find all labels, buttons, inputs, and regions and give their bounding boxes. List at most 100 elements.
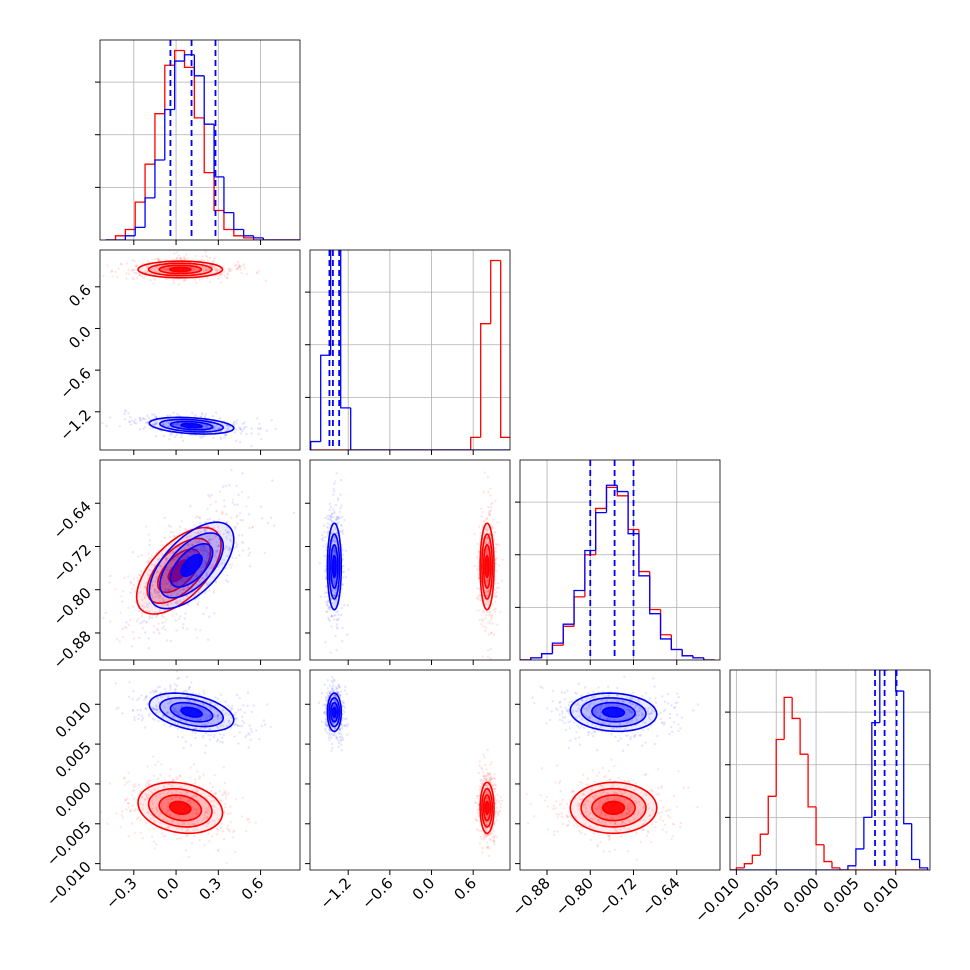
- scatter-point: [204, 811, 207, 814]
- scatter-point: [205, 550, 209, 553]
- scatter-point: [328, 728, 331, 732]
- scatter-point: [338, 694, 341, 697]
- scatter-point: [215, 549, 219, 552]
- scatter-point: [158, 595, 162, 598]
- scatter-point: [207, 552, 211, 555]
- scatter-point: [156, 592, 160, 595]
- scatter-point: [161, 543, 164, 547]
- scatter-point: [179, 792, 183, 795]
- scatter-point: [485, 580, 488, 584]
- scatter-point: [479, 594, 482, 597]
- scatter-point: [489, 494, 492, 497]
- scatter-point: [184, 720, 188, 724]
- scatter-point: [226, 526, 229, 529]
- scatter-point: [174, 589, 177, 593]
- scatter-point: [248, 526, 251, 530]
- scatter-point: [216, 725, 219, 728]
- scatter-point: [327, 618, 330, 621]
- scatter-point: [124, 410, 127, 413]
- scatter-point: [179, 837, 182, 840]
- scatter-point: [486, 530, 489, 533]
- scatter-point: [155, 421, 158, 424]
- scatter-point: [208, 839, 211, 843]
- scatter-point: [486, 748, 489, 752]
- scatter-point: [190, 681, 193, 684]
- scatter-point: [331, 690, 334, 693]
- scatter-point: [214, 269, 218, 272]
- scatter-point: [184, 612, 187, 615]
- scatter-point: [481, 846, 484, 850]
- scatter-point: [135, 619, 139, 623]
- scatter-point: [145, 587, 148, 590]
- scatter-point: [332, 678, 336, 681]
- scatter-point: [195, 828, 198, 831]
- scatter-point: [176, 777, 179, 781]
- scatter-point: [168, 589, 172, 592]
- scatter-point: [488, 532, 491, 535]
- scatter-point: [487, 833, 490, 836]
- scatter-point: [332, 602, 335, 605]
- scatter-point: [214, 425, 217, 429]
- scatter-point: [220, 437, 223, 441]
- scatter-point: [178, 525, 182, 528]
- scatter-point: [139, 819, 142, 822]
- scatter-point: [333, 699, 336, 702]
- scatter-point: [162, 786, 166, 789]
- scatter-point: [329, 651, 332, 654]
- scatter-point: [191, 543, 194, 547]
- scatter-point: [490, 616, 493, 620]
- scatter-point: [484, 828, 488, 832]
- scatter-point: [176, 712, 180, 715]
- scatter-point: [199, 545, 203, 548]
- scatter-point: [237, 708, 240, 712]
- scatter-point: [202, 269, 205, 273]
- scatter-point: [332, 579, 336, 583]
- scatter-point: [141, 604, 144, 608]
- scatter-point: [327, 526, 330, 530]
- scatter-point: [165, 603, 168, 606]
- scatter-point: [499, 802, 502, 806]
- scatter-point: [493, 834, 496, 837]
- scatter-point: [334, 553, 337, 556]
- scatter-point: [224, 792, 227, 795]
- scatter-point: [194, 267, 198, 270]
- scatter-point: [326, 531, 329, 534]
- scatter-point: [243, 263, 246, 266]
- hist-step: [173, 49, 185, 66]
- scatter-point: [166, 802, 170, 805]
- scatter-point: [233, 420, 236, 424]
- scatter-point: [324, 723, 328, 726]
- scatter-point: [163, 705, 166, 709]
- scatter-point: [238, 263, 241, 267]
- scatter-point: [333, 727, 337, 731]
- scatter-point: [481, 523, 485, 527]
- scatter-point: [160, 802, 163, 805]
- scatter-point: [485, 791, 488, 795]
- scatter-point: [647, 831, 650, 834]
- scatter-point: [335, 626, 339, 629]
- scatter-point: [239, 428, 242, 431]
- scatter-point: [608, 850, 611, 853]
- scatter-point: [176, 422, 179, 425]
- scatter-point: [486, 790, 489, 793]
- scatter-point: [152, 424, 155, 427]
- scatter-point: [223, 426, 227, 430]
- scatter-point: [137, 609, 141, 612]
- scatter-point: [199, 546, 202, 549]
- scatter-point: [205, 255, 209, 259]
- scatter-point: [174, 424, 178, 427]
- scatter-point: [493, 822, 496, 826]
- scatter-point: [227, 270, 231, 273]
- hist-step: [573, 589, 585, 625]
- scatter-point: [127, 834, 130, 838]
- scatter-point: [202, 734, 205, 737]
- scatter-point: [340, 613, 343, 617]
- scatter-point: [485, 599, 489, 602]
- scatter-point: [491, 835, 494, 839]
- scatter-point: [486, 833, 490, 837]
- scatter-point: [333, 490, 336, 493]
- scatter-point: [195, 574, 198, 577]
- scatter-point: [492, 829, 496, 833]
- scatter-point: [193, 524, 196, 527]
- scatter-point: [191, 582, 194, 586]
